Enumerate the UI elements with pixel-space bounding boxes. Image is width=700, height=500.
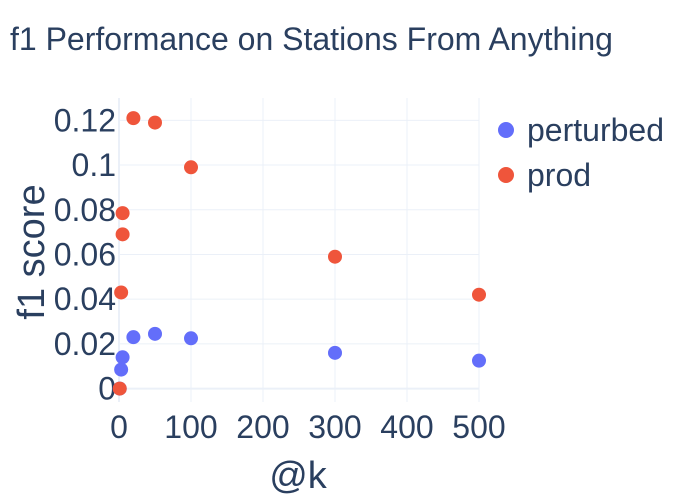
- y-tick-label: 0.02: [54, 326, 116, 362]
- x-tick-label: 100: [164, 409, 217, 445]
- data-points: [112, 111, 486, 396]
- point-prod: [112, 381, 127, 396]
- point-prod: [115, 227, 130, 242]
- y-tick-label: 0.08: [54, 192, 116, 228]
- legend-label-perturbed: perturbed: [527, 112, 664, 148]
- legend: perturbed prod: [498, 112, 664, 193]
- x-tick-label: 500: [452, 409, 505, 445]
- y-tick-label: 0.12: [54, 102, 116, 138]
- chart-title: f1 Performance on Stations From Anything: [10, 21, 613, 57]
- y-axis-title: f1 score: [11, 184, 53, 319]
- legend-label-prod: prod: [527, 157, 591, 193]
- point-prod: [126, 111, 141, 126]
- point-perturbed: [115, 350, 130, 365]
- point-perturbed: [114, 362, 129, 377]
- y-tick-label: 0: [98, 371, 116, 407]
- x-axis-title: @k: [269, 455, 328, 497]
- y-tick-label: 0.04: [54, 281, 116, 317]
- legend-marker-perturbed: [498, 122, 514, 138]
- x-tick-label: 400: [380, 409, 433, 445]
- point-prod: [115, 206, 130, 221]
- x-axis-ticks: 0 100 200 300 400 500: [110, 409, 506, 445]
- point-perturbed: [472, 353, 486, 368]
- x-tick-label: 300: [308, 409, 361, 445]
- grid: [118, 98, 480, 402]
- y-tick-label: 0.06: [54, 236, 116, 272]
- legend-marker-prod: [498, 167, 514, 183]
- point-perturbed: [328, 345, 342, 360]
- point-prod: [148, 115, 162, 130]
- point-perturbed: [148, 326, 162, 341]
- x-tick-label: 0: [110, 409, 128, 445]
- point-perturbed: [184, 331, 198, 346]
- x-tick-label: 200: [236, 409, 289, 445]
- point-prod: [184, 160, 198, 175]
- point-prod: [328, 249, 342, 264]
- point-prod: [472, 287, 486, 302]
- y-tick-label: 0.1: [72, 147, 116, 183]
- point-perturbed: [126, 330, 141, 345]
- y-axis-ticks: 0 0.02 0.04 0.06 0.08 0.1 0.12: [54, 102, 116, 406]
- point-prod: [114, 285, 129, 300]
